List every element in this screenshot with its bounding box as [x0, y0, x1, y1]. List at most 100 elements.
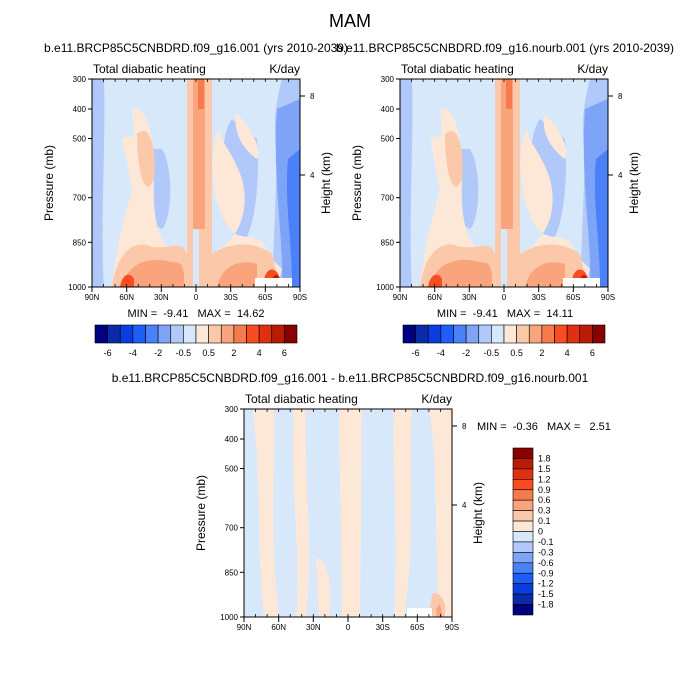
- contour-region: [235, 114, 259, 159]
- colorbar-label: 2: [231, 348, 236, 358]
- min-max-label: MIN = -0.36 MAX = 2.51: [477, 421, 611, 433]
- colorbar-box: [541, 324, 555, 344]
- colorbar-box: [415, 324, 429, 344]
- contour-field: [92, 79, 300, 287]
- y-tick-label: 700: [225, 524, 239, 533]
- contour-region: [393, 409, 412, 617]
- contour-region: [292, 409, 310, 617]
- contour-region: [137, 131, 155, 187]
- plot-panel-0: b.e11.BRCP85C5CNBDRD.f09_g16.001 (yrs 20…: [42, 41, 348, 358]
- y-tick-label: 500: [73, 135, 87, 144]
- contour-region: [445, 131, 463, 187]
- contour-region: [252, 409, 279, 617]
- colorbar-box: [258, 324, 273, 344]
- colorbar-box: [579, 324, 593, 344]
- colorbar-box: [512, 541, 534, 553]
- contour-region: [501, 229, 507, 287]
- colorbar-box: [512, 552, 534, 564]
- colorbar-box: [512, 520, 534, 532]
- colorbar-box: [512, 531, 534, 543]
- y-tick-label: 500: [225, 465, 239, 474]
- colorbar-box: [512, 489, 534, 501]
- contour-region: [193, 229, 199, 287]
- colorbar-box: [491, 324, 505, 344]
- colorbar-box: [183, 324, 197, 344]
- contour-region: [506, 79, 512, 109]
- colorbar-label: -6: [412, 348, 420, 358]
- contour-field: [400, 79, 608, 287]
- x-tick-label: 0: [502, 293, 507, 302]
- x-tick-label: 0: [194, 293, 199, 302]
- colorbar-label: 2: [539, 348, 544, 358]
- y-axis-label: Pressure (mb): [350, 145, 364, 221]
- colorbar-box: [528, 324, 543, 344]
- plot-title: b.e11.BRCP85C5CNBDRD.f09_g16.001 (yrs 20…: [44, 41, 348, 55]
- colorbar-box: [512, 593, 534, 605]
- colorbar-label: 0.5: [202, 348, 215, 358]
- y-tick-label: 1000: [220, 613, 238, 622]
- x-tick-label: 60N: [119, 293, 134, 302]
- colorbar-label: -2: [462, 348, 470, 358]
- y2-tick-label: 8: [462, 422, 467, 431]
- contour-region: [594, 149, 608, 287]
- colorbar-box: [220, 324, 235, 344]
- colorbar-box: [107, 324, 121, 344]
- colorbar-label: -1.2: [538, 579, 554, 589]
- contour-field: [244, 409, 452, 617]
- x-tick-label: 30N: [154, 293, 169, 302]
- colorbar-box: [516, 324, 530, 344]
- y-tick-label: 500: [381, 135, 395, 144]
- colorbar-label: -0.1: [538, 537, 554, 547]
- colorbar-label: -1.5: [538, 589, 554, 599]
- y-tick-label: 850: [225, 568, 239, 577]
- colorbar-label: -0.9: [538, 568, 554, 578]
- y2-tick-label: 4: [462, 501, 467, 510]
- colorbar-label: 6: [282, 348, 287, 358]
- x-tick-label: 30S: [376, 623, 390, 632]
- colorbar-box: [208, 324, 222, 344]
- colorbar-box: [284, 324, 298, 344]
- x-tick-label: 60N: [271, 623, 286, 632]
- y-tick-label: 400: [73, 105, 87, 114]
- y-axis-label: Pressure (mb): [194, 475, 208, 551]
- x-tick-label: 90S: [293, 293, 307, 302]
- x-tick-label: 90N: [393, 293, 408, 302]
- colorbar-label: 0.9: [538, 485, 551, 495]
- colorbar-label: 1.8: [538, 453, 551, 463]
- colorbar-label: -1.8: [538, 600, 554, 610]
- y-tick-label: 300: [225, 405, 239, 414]
- colorbar-box: [157, 324, 172, 344]
- y-tick-label: 1000: [376, 283, 394, 292]
- colorbar-label: 0.1: [538, 516, 551, 526]
- x-tick-label: 30N: [462, 293, 477, 302]
- colorbar-box: [453, 324, 467, 344]
- colorbar-box: [554, 324, 568, 344]
- units-label: K/day: [421, 392, 452, 406]
- contour-region: [543, 114, 567, 159]
- colorbar-label: 4: [257, 348, 262, 358]
- colorbar: -6 -4 -2 -0.5 0.5 2 4 6: [94, 324, 298, 358]
- colorbar-label: -6: [104, 348, 112, 358]
- y-tick-label: 850: [73, 238, 87, 247]
- colorbar-label: -0.5: [176, 348, 192, 358]
- y2-tick-label: 8: [310, 92, 315, 101]
- y2-axis-label: Height (km): [627, 152, 641, 214]
- colorbar: 1.81.51.20.90.60.30.10-0.1-0.3-0.6-0.9-1…: [512, 447, 554, 616]
- colorbar-label: -2: [154, 348, 162, 358]
- colorbar-box: [195, 324, 209, 344]
- colorbar-box: [119, 324, 134, 344]
- colorbar-box: [246, 324, 260, 344]
- colorbar-box: [512, 562, 534, 574]
- units-label: K/day: [577, 62, 608, 76]
- colorbar-label: 0.5: [510, 348, 523, 358]
- x-tick-label: 90S: [601, 293, 615, 302]
- colorbar-box: [512, 572, 534, 584]
- colorbar-box: [512, 458, 534, 470]
- contour-region: [255, 278, 292, 287]
- y-tick-label: 300: [381, 75, 395, 84]
- colorbar-label: -0.6: [538, 558, 554, 568]
- colorbar-box: [512, 468, 534, 480]
- x-tick-label: 60S: [258, 293, 272, 302]
- colorbar-box: [440, 324, 454, 344]
